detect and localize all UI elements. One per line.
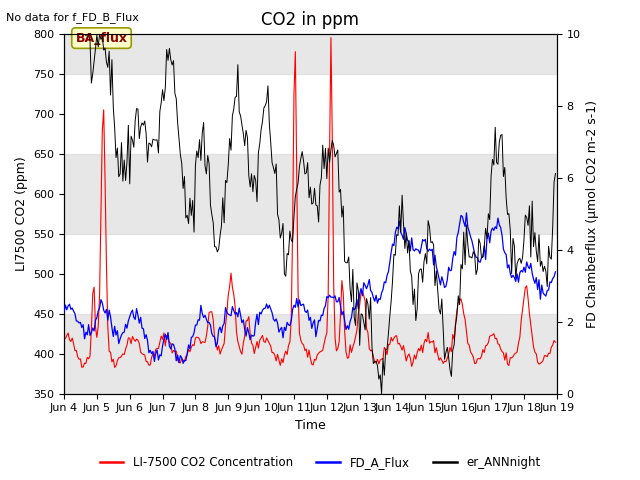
Text: BA_flux: BA_flux <box>76 32 127 45</box>
Text: No data for f_FD_B_Flux: No data for f_FD_B_Flux <box>6 12 140 23</box>
Title: CO2 in ppm: CO2 in ppm <box>261 11 360 29</box>
Y-axis label: FD Chamberflux (μmol CO2 m-2 s-1): FD Chamberflux (μmol CO2 m-2 s-1) <box>586 99 599 327</box>
Y-axis label: LI7500 CO2 (ppm): LI7500 CO2 (ppm) <box>15 156 28 271</box>
Bar <box>64 154 557 234</box>
Bar <box>64 0 557 73</box>
X-axis label: Time: Time <box>295 419 326 432</box>
Legend: LI-7500 CO2 Concentration, FD_A_Flux, er_ANNnight: LI-7500 CO2 Concentration, FD_A_Flux, er… <box>95 452 545 474</box>
Bar <box>64 313 557 394</box>
